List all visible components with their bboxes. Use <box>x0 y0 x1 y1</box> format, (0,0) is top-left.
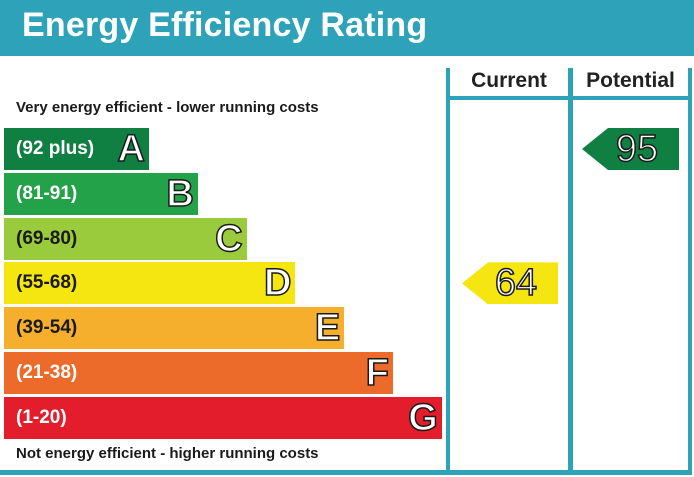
potential-column-header: Potential <box>586 69 675 92</box>
band-b: (81-91) B <box>4 172 198 216</box>
current-rating-arrow: 64 <box>462 262 558 305</box>
band-c: (69-80) C <box>4 217 247 261</box>
potential-rating-arrow: 95 <box>582 128 679 170</box>
band-d: (55-68) D <box>4 262 296 306</box>
band-a: (92 plus) A <box>4 127 149 171</box>
current-column-header: Current <box>471 69 547 92</box>
band-letter: G <box>407 396 438 440</box>
band-range-label: (81-91) <box>16 182 78 204</box>
band-letter: F <box>365 351 390 395</box>
column-divider-middle <box>568 68 573 475</box>
band-range-label: (39-54) <box>16 317 78 339</box>
band-letter: E <box>314 306 341 350</box>
top-note: Very energy efficient - lower running co… <box>16 99 319 116</box>
band-range-label: (55-68) <box>16 272 78 294</box>
page-title: Energy Efficiency Rating <box>22 6 428 44</box>
column-header-rule <box>446 96 692 100</box>
band-range-label: (92 plus) <box>16 138 95 159</box>
band-range-label: (21-38) <box>16 362 78 383</box>
band-g: (1-20) G <box>4 396 442 440</box>
bottom-rule <box>0 470 692 475</box>
band-range-label: (1-20) <box>16 406 67 428</box>
band-letter: A <box>117 127 146 171</box>
band-letter: C <box>214 217 243 261</box>
column-divider-right <box>688 68 692 475</box>
band-range-label: (69-80) <box>16 227 78 249</box>
band-letter: D <box>263 262 292 306</box>
band-e: (39-54) E <box>4 306 345 350</box>
current-rating-value: 64 <box>494 262 538 305</box>
column-divider-left <box>446 68 450 475</box>
potential-rating-value: 95 <box>615 128 659 170</box>
band-f: (21-38) F <box>4 351 393 395</box>
band-letter: B <box>166 172 195 216</box>
header-bar: Energy Efficiency Rating <box>0 0 694 56</box>
bottom-note: Not energy efficient - higher running co… <box>16 445 319 462</box>
